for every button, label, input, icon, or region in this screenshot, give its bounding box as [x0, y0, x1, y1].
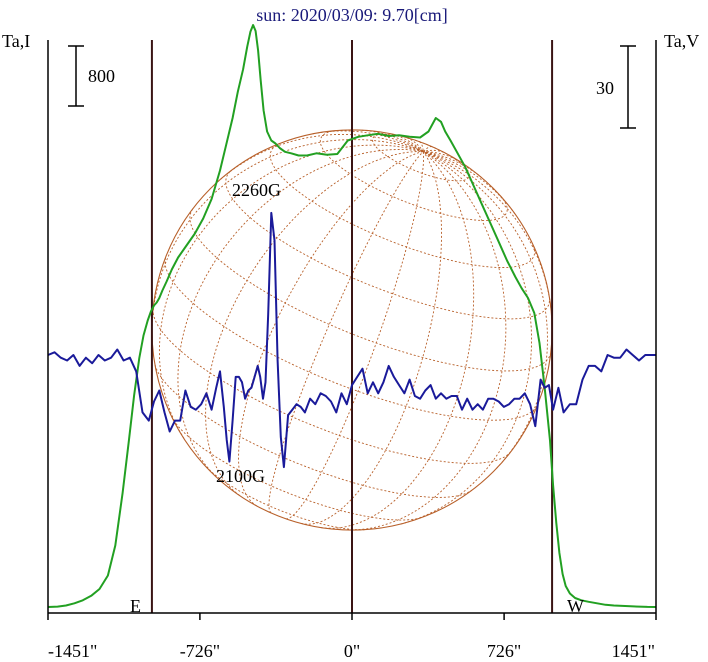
longitude-line — [177, 149, 424, 478]
right-scale-bar-label: 30 — [596, 78, 614, 98]
x-tick-label: -726" — [180, 641, 220, 661]
polarization-curve — [47, 211, 656, 469]
solar-disk-grid — [151, 129, 553, 531]
x-tick-label: -1451" — [48, 641, 97, 661]
longitude-line — [423, 150, 548, 469]
longitude-line — [350, 151, 507, 531]
longitude-line — [423, 150, 483, 179]
longitude-line — [285, 151, 425, 520]
latitude-line — [164, 257, 538, 421]
right-scale-bar: 30 — [596, 45, 636, 129]
longitude-line — [214, 133, 424, 185]
left-axis-label: Ta,I — [2, 31, 30, 51]
intensity-curve — [47, 24, 657, 608]
west-limb-label: W — [567, 596, 584, 616]
latitude-line — [372, 133, 470, 182]
annotation-2260g: 2260G — [232, 180, 281, 200]
longitude-line — [423, 150, 552, 308]
x-tick-label: 726" — [487, 641, 521, 661]
x-axis-ticks: -1451" -726" 0" 726" 1451" — [47, 613, 657, 661]
longitude-line — [312, 130, 424, 152]
latitude-line — [152, 309, 510, 464]
latitude-line — [269, 142, 536, 268]
left-scale-bar-label: 800 — [88, 66, 115, 86]
longitude-line — [320, 151, 475, 529]
data-curves — [47, 24, 657, 608]
annotation-2100g: 2100G — [216, 466, 265, 486]
longitude-line — [268, 151, 424, 514]
right-axis-label: Ta,V — [664, 31, 699, 51]
latitude-line — [225, 171, 550, 320]
latitude-line — [171, 416, 422, 521]
longitude-line — [423, 146, 432, 152]
longitude-line — [400, 151, 533, 525]
longitude-line — [389, 133, 424, 152]
longitude-line — [423, 149, 444, 153]
east-limb-label: E — [130, 596, 141, 616]
latitude-line — [319, 130, 508, 221]
limb-and-center-lines — [150, 40, 554, 613]
longitude-line — [151, 139, 424, 343]
longitude-line — [238, 150, 424, 507]
latitude-line — [189, 208, 551, 372]
left-scale-bar: 800 — [68, 45, 115, 107]
longitude-line — [423, 150, 516, 215]
longitude-line — [158, 144, 424, 439]
x-tick-label: 1451" — [612, 641, 655, 661]
longitude-line — [419, 141, 424, 152]
longitude-line — [205, 150, 424, 496]
chart-title: sun: 2020/03/09: 9.70[cm] — [256, 5, 448, 25]
longitude-line — [406, 137, 424, 152]
x-tick-label: 0" — [344, 641, 360, 661]
latitude-line — [154, 364, 473, 498]
longitude-line — [300, 151, 442, 525]
